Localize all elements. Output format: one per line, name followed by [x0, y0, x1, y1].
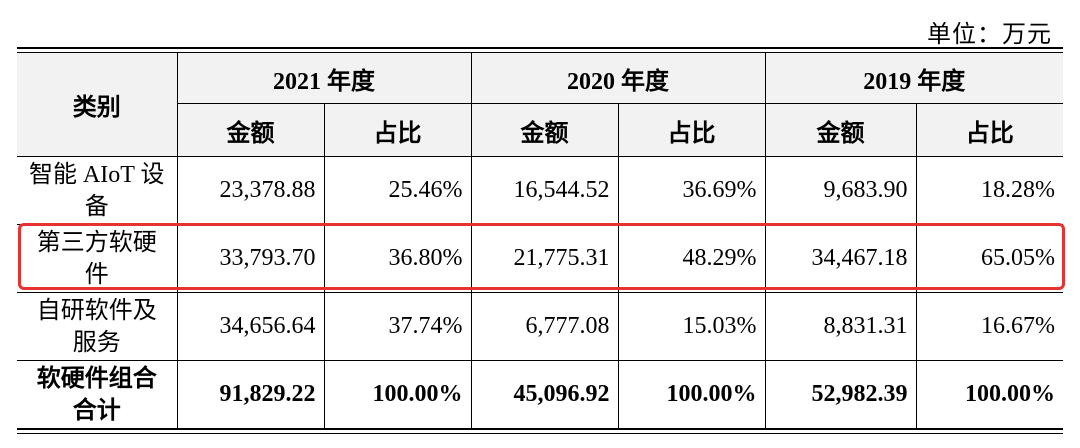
- year-header-2021: 2021 年度: [176, 53, 472, 104]
- cell-amount-2021: 34,656.64: [176, 292, 325, 361]
- row-category: 自研软件及服务: [17, 292, 178, 361]
- amount-header: 金额: [177, 103, 325, 157]
- cell-ratio-2021: 36.80%: [323, 224, 472, 293]
- table-row: 智能 AIoT 设备 23,378.88 25.46% 16,544.52 36…: [17, 156, 1063, 225]
- cell-amount-2020: 45,096.92: [470, 360, 619, 428]
- table-row: 自研软件及服务 34,656.64 37.74% 6,777.08 15.03%…: [17, 292, 1063, 361]
- cell-amount-2020: 21,775.31: [470, 224, 619, 293]
- revenue-table: 类别 2021 年度 2020 年度 2019 年度 金额 占比 金额 占比 金…: [17, 53, 1063, 428]
- ratio-header: 占比: [915, 103, 1063, 157]
- cell-amount-2019: 52,982.39: [764, 360, 917, 428]
- cell-ratio-2019: 100.00%: [915, 360, 1063, 428]
- cell-amount-2021: 23,378.88: [176, 156, 325, 225]
- row-category: 软硬件组合合计: [17, 360, 178, 428]
- ratio-header: 占比: [617, 103, 766, 157]
- ratio-header: 占比: [323, 103, 472, 157]
- cell-ratio-2019: 18.28%: [915, 156, 1063, 225]
- cell-amount-2019: 9,683.90: [764, 156, 917, 225]
- cell-ratio-2020: 36.69%: [617, 156, 766, 225]
- amount-header: 金额: [764, 103, 917, 157]
- year-header-2020: 2020 年度: [470, 53, 766, 104]
- revenue-table-container: 类别 2021 年度 2020 年度 2019 年度 金额 占比 金额 占比 金…: [17, 47, 1063, 434]
- cell-ratio-2021: 25.46%: [323, 156, 472, 225]
- cell-amount-2021: 33,793.70: [176, 224, 325, 293]
- cell-ratio-2021: 100.00%: [323, 360, 472, 428]
- cell-amount-2020: 6,777.08: [470, 292, 619, 361]
- table-bottom-rule: [17, 428, 1063, 434]
- table-row: 第三方软硬件 33,793.70 36.80% 21,775.31 48.29%…: [17, 224, 1063, 293]
- cell-ratio-2019: 16.67%: [915, 292, 1063, 361]
- cell-ratio-2021: 37.74%: [323, 292, 472, 361]
- table-row-total: 软硬件组合合计 91,829.22 100.00% 45,096.92 100.…: [17, 360, 1063, 428]
- cell-ratio-2020: 15.03%: [617, 292, 766, 361]
- amount-header: 金额: [470, 103, 619, 157]
- cell-ratio-2020: 100.00%: [617, 360, 766, 428]
- unit-label: 单位：万元: [927, 22, 1052, 48]
- category-header: 类别: [17, 53, 178, 157]
- header-row-years: 类别 2021 年度 2020 年度 2019 年度: [17, 53, 1063, 157]
- cell-amount-2020: 16,544.52: [470, 156, 619, 225]
- cell-amount-2021: 91,829.22: [176, 360, 325, 428]
- highlight-box: [18, 223, 1065, 290]
- row-category: 第三方软硬件: [17, 224, 178, 293]
- cell-amount-2019: 8,831.31: [764, 292, 917, 361]
- row-category: 智能 AIoT 设备: [17, 156, 178, 225]
- table-top-rule: [17, 47, 1063, 53]
- year-header-2019: 2019 年度: [764, 53, 1063, 104]
- cell-ratio-2019: 65.05%: [915, 224, 1063, 293]
- cell-amount-2019: 34,467.18: [764, 224, 917, 293]
